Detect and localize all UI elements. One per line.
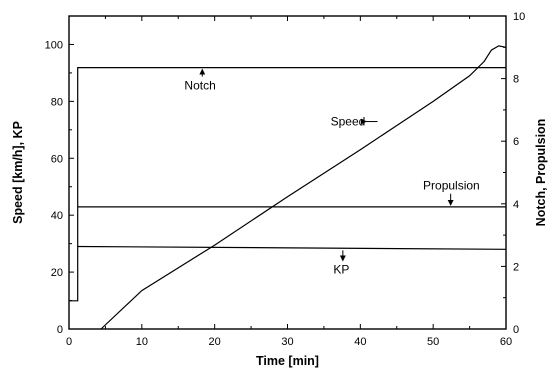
- x-tick-label: 50: [427, 336, 439, 348]
- plot-frame: [68, 15, 507, 330]
- y-left-tick-label: 20: [51, 267, 63, 279]
- y-right-tick-label: 10: [513, 11, 525, 23]
- y-right-tick-label: 4: [513, 199, 519, 211]
- y-left-tick-label: 100: [45, 39, 63, 51]
- x-tick-label: 30: [281, 336, 293, 348]
- y-left-tick-label: 80: [51, 96, 63, 108]
- annotation-propulsion-label: Propulsion: [423, 179, 480, 193]
- y-right-tick-label: 2: [513, 261, 519, 273]
- series-line-speed: [100, 45, 507, 330]
- x-tick-label: 10: [136, 336, 148, 348]
- y-right-tick-label: 6: [513, 136, 519, 148]
- y-left-tick-label: 0: [57, 324, 63, 336]
- x-tick-label: 40: [354, 336, 366, 348]
- y-left-axis-title: Speed [km/h], KP: [11, 121, 25, 224]
- y-left-tick-label: 40: [51, 210, 63, 222]
- annotation-speed-label: Speed: [331, 115, 366, 129]
- x-tick-label: 60: [500, 336, 512, 348]
- series-line-kp: [77, 245, 507, 250]
- y-right-tick-label: 8: [513, 74, 519, 86]
- annotation-notch-label: Notch: [184, 79, 215, 93]
- y-left-tick-label: 60: [51, 153, 63, 165]
- annotation-kp-label: KP: [333, 263, 349, 277]
- x-axis-title: Time [min]: [256, 354, 319, 368]
- y-right-axis-title: Notch, Propulsion: [534, 119, 548, 227]
- y-right-tick-label: 0: [513, 324, 519, 336]
- x-tick-label: 20: [209, 336, 221, 348]
- x-tick-label: 0: [66, 336, 72, 348]
- series-line-notch: [69, 66, 506, 302]
